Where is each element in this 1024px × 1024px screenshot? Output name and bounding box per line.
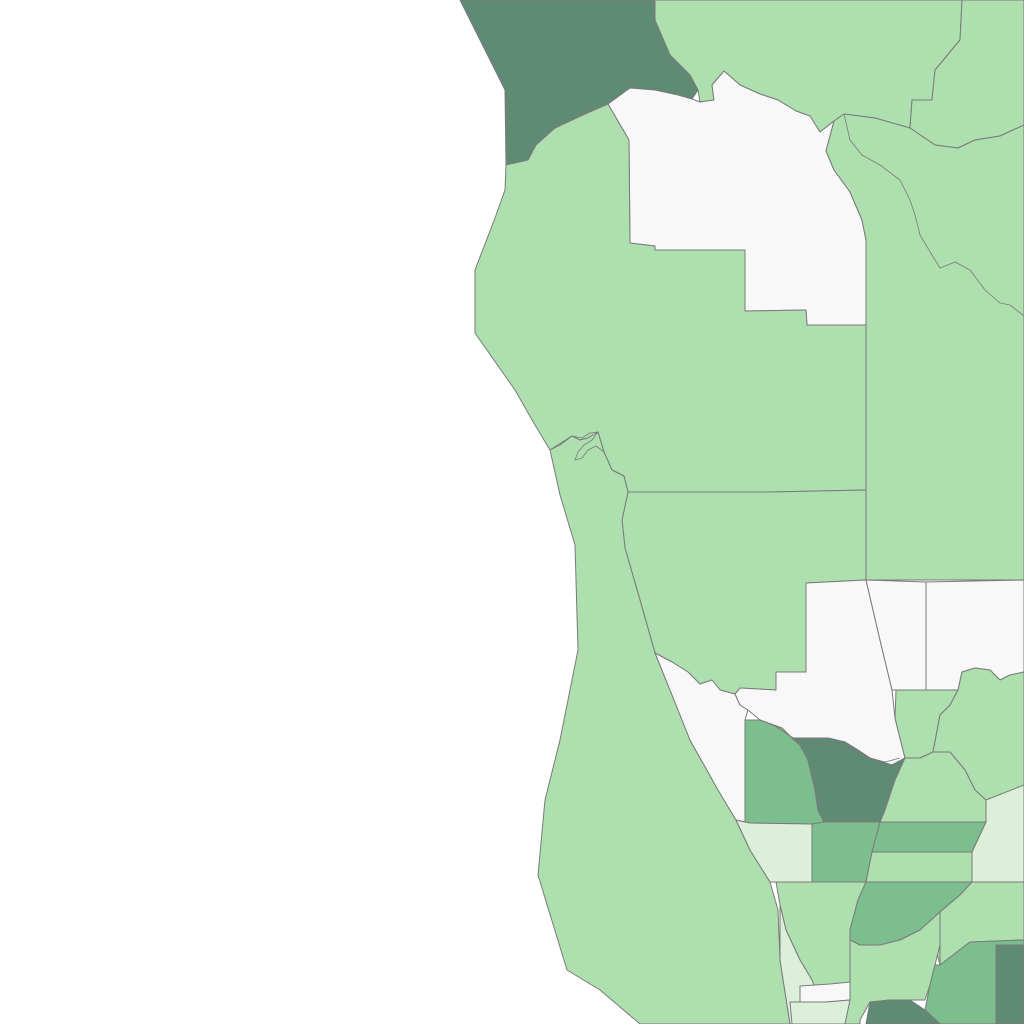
south-dark-region-b[interactable] — [865, 999, 941, 1024]
east-river-region[interactable] — [825, 113, 1024, 581]
coastline-inlet-detail — [549, 431, 605, 461]
south-strong-region-c[interactable] — [871, 821, 987, 853]
south-dark-region-c[interactable] — [995, 944, 1024, 1024]
south-ridge-detail — [759, 719, 901, 763]
map-coastline-details — [549, 113, 1024, 763]
south-medium-region-c[interactable] — [879, 751, 987, 823]
map-regions — [459, 0, 1024, 1024]
south-pale-region-d[interactable] — [789, 999, 851, 1024]
river-detail — [843, 113, 1024, 317]
south-white-region-e[interactable] — [799, 981, 851, 1003]
south-medium-region-a[interactable] — [865, 851, 973, 883]
